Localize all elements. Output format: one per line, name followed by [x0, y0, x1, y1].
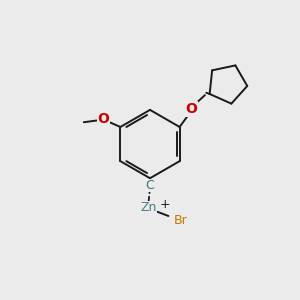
Text: C: C [146, 179, 154, 192]
Text: O: O [97, 112, 109, 126]
Text: Zn: Zn [140, 202, 157, 214]
Text: O: O [186, 102, 197, 116]
Text: Br: Br [174, 214, 188, 227]
Text: +: + [160, 198, 170, 211]
